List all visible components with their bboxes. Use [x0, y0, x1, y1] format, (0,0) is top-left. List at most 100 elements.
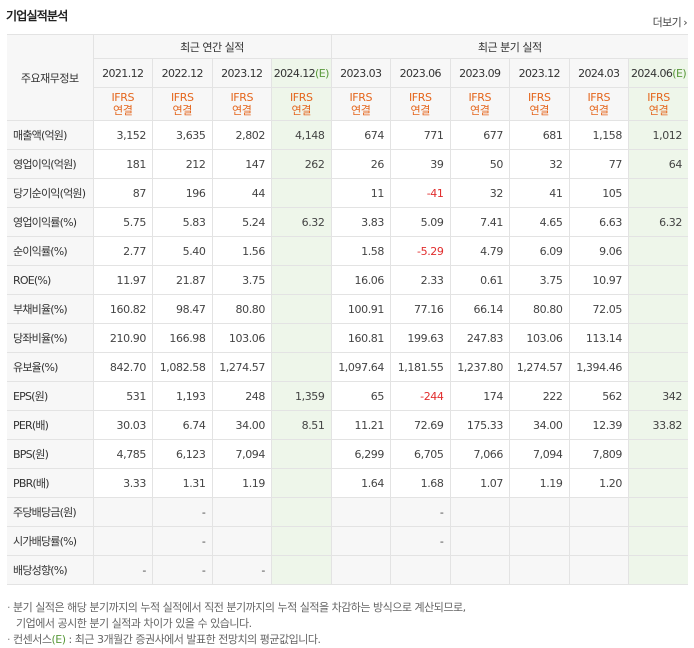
- table-cell: [271, 526, 332, 556]
- row-label: 영업이익(억원): [7, 149, 94, 179]
- table-cell: [271, 352, 332, 382]
- table-cell: 4.65: [509, 207, 570, 237]
- table-cell: [628, 439, 688, 469]
- table-cell: 5.40: [152, 236, 213, 266]
- table-cell: 87: [92, 178, 153, 208]
- table-cell: 5.09: [390, 207, 451, 237]
- table-cell: 212: [152, 149, 213, 179]
- period-header: 2022.12: [152, 58, 213, 88]
- estimate-mark: (E): [672, 66, 687, 80]
- table-cell: 222: [509, 381, 570, 411]
- basis-header: IFRS 연결: [330, 87, 391, 121]
- chevron-right-icon[interactable]: ›: [683, 16, 687, 29]
- table-row: 유보율(%) 842.70 1,082.58 1,274.57 1,097.64 1,18…: [7, 352, 688, 382]
- basis-header: IFRS 연결: [449, 87, 510, 121]
- table-row: 당좌비율(%) 210.90 166.98 103.06 160.81 199.63 247…: [7, 323, 688, 353]
- basis-header: IFRS 연결: [509, 87, 570, 121]
- table-cell: [628, 468, 688, 498]
- table-cell: 1.64: [330, 468, 391, 498]
- table-cell: [271, 236, 332, 266]
- basis-header: IFRS 연결: [152, 87, 213, 121]
- table-cell: 160.81: [330, 323, 391, 353]
- table-cell: -5.29: [390, 236, 451, 266]
- row-label: PBR(배): [7, 468, 94, 498]
- table-cell: [628, 294, 688, 324]
- table-cell: 3.33: [92, 468, 153, 498]
- table-cell: 248: [211, 381, 272, 411]
- table-cell: -: [152, 497, 213, 527]
- table-cell: 531: [92, 381, 153, 411]
- table-cell: 33.82: [628, 410, 688, 440]
- table-cell: 199.63: [390, 323, 451, 353]
- period-header: 2023.12: [509, 58, 570, 88]
- period-header: 2024.06(E): [628, 58, 688, 88]
- table-cell: [628, 352, 688, 382]
- basis-header: IFRS 연결: [211, 87, 272, 121]
- table-row: 시가배당률(%) - -: [7, 526, 688, 556]
- table-cell: 1,082.58: [152, 352, 213, 382]
- table-cell: 6,705: [390, 439, 451, 469]
- estimate-mark: (E): [315, 66, 329, 80]
- table-cell: [330, 526, 391, 556]
- more-link[interactable]: 더보기 ›: [652, 14, 688, 30]
- table-cell: [271, 323, 332, 353]
- table-cell: 6,299: [330, 439, 391, 469]
- table-cell: [628, 526, 688, 556]
- table-cell: 3,152: [92, 120, 153, 150]
- table-cell: 7,066: [449, 439, 510, 469]
- table-cell: [271, 294, 332, 324]
- table-cell: [568, 526, 629, 556]
- table-cell: -: [390, 497, 451, 527]
- table-cell: [628, 178, 688, 208]
- row-label: 주당배당금(원): [7, 497, 94, 527]
- table-cell: 2.33: [390, 265, 451, 295]
- table-cell: 11: [330, 178, 391, 208]
- table-cell: [628, 555, 688, 585]
- table-cell: [330, 555, 391, 585]
- table-cell: 1.19: [509, 468, 570, 498]
- table-cell: 4.79: [449, 236, 510, 266]
- row-label: 시가배당률(%): [7, 526, 94, 556]
- period-header: 2023.03: [330, 58, 391, 88]
- table-cell: [271, 555, 332, 585]
- table-row: 영업이익(억원) 181 212 147 262 26 39 50 32 77 64: [7, 149, 688, 179]
- table-row: 매출액(억원) 3,152 3,635 2,802 4,148 674 771 677 681 1…: [7, 120, 688, 150]
- footnotes: · 분기 실적은 해당 분기까지의 누적 실적에서 직전 분기까지의 누적 실적…: [7, 600, 466, 648]
- table-cell: 1,012: [628, 120, 688, 150]
- table-cell: 3.75: [509, 265, 570, 295]
- table-cell: [628, 497, 688, 527]
- table-cell: 6.09: [509, 236, 570, 266]
- table-row: ROE(%) 11.97 21.87 3.75 16.06 2.33 0.61 3.75 10.…: [7, 265, 688, 295]
- period-header: 2024.03: [568, 58, 629, 88]
- table-cell: 6.63: [568, 207, 629, 237]
- period-header: 2021.12: [93, 58, 153, 88]
- table-cell: 1.07: [449, 468, 510, 498]
- table-cell: 5.24: [211, 207, 272, 237]
- table-cell: 16.06: [330, 265, 391, 295]
- table-cell: [271, 468, 332, 498]
- table-cell: 44: [211, 178, 272, 208]
- table-cell: [92, 497, 153, 527]
- table-cell: [271, 439, 332, 469]
- basis-header: IFRS 연결: [93, 87, 153, 121]
- quarter-group-header: 최근 분기 실적: [330, 34, 688, 59]
- table-cell: 77.16: [390, 294, 451, 324]
- period-header: 2023.06: [390, 58, 451, 88]
- table-cell: 681: [509, 120, 570, 150]
- table-cell: 1,359: [271, 381, 332, 411]
- table-cell: 98.47: [152, 294, 213, 324]
- table-cell: [271, 497, 332, 527]
- table-cell: 7,809: [568, 439, 629, 469]
- row-label: 당좌비율(%): [7, 323, 94, 353]
- table-cell: 1.31: [152, 468, 213, 498]
- table-cell: 26: [330, 149, 391, 179]
- table-cell: 174: [449, 381, 510, 411]
- table-cell: 1,097.64: [330, 352, 391, 382]
- basis-header: IFRS 연결: [628, 87, 688, 121]
- table-cell: 6,123: [152, 439, 213, 469]
- table-row: PBR(배) 3.33 1.31 1.19 1.64 1.68 1.07 1.19 1.20: [7, 468, 688, 498]
- table-row: 주당배당금(원) - -: [7, 497, 688, 527]
- table-cell: 342: [628, 381, 688, 411]
- table-cell: 105: [568, 178, 629, 208]
- more-label[interactable]: 더보기: [652, 16, 682, 29]
